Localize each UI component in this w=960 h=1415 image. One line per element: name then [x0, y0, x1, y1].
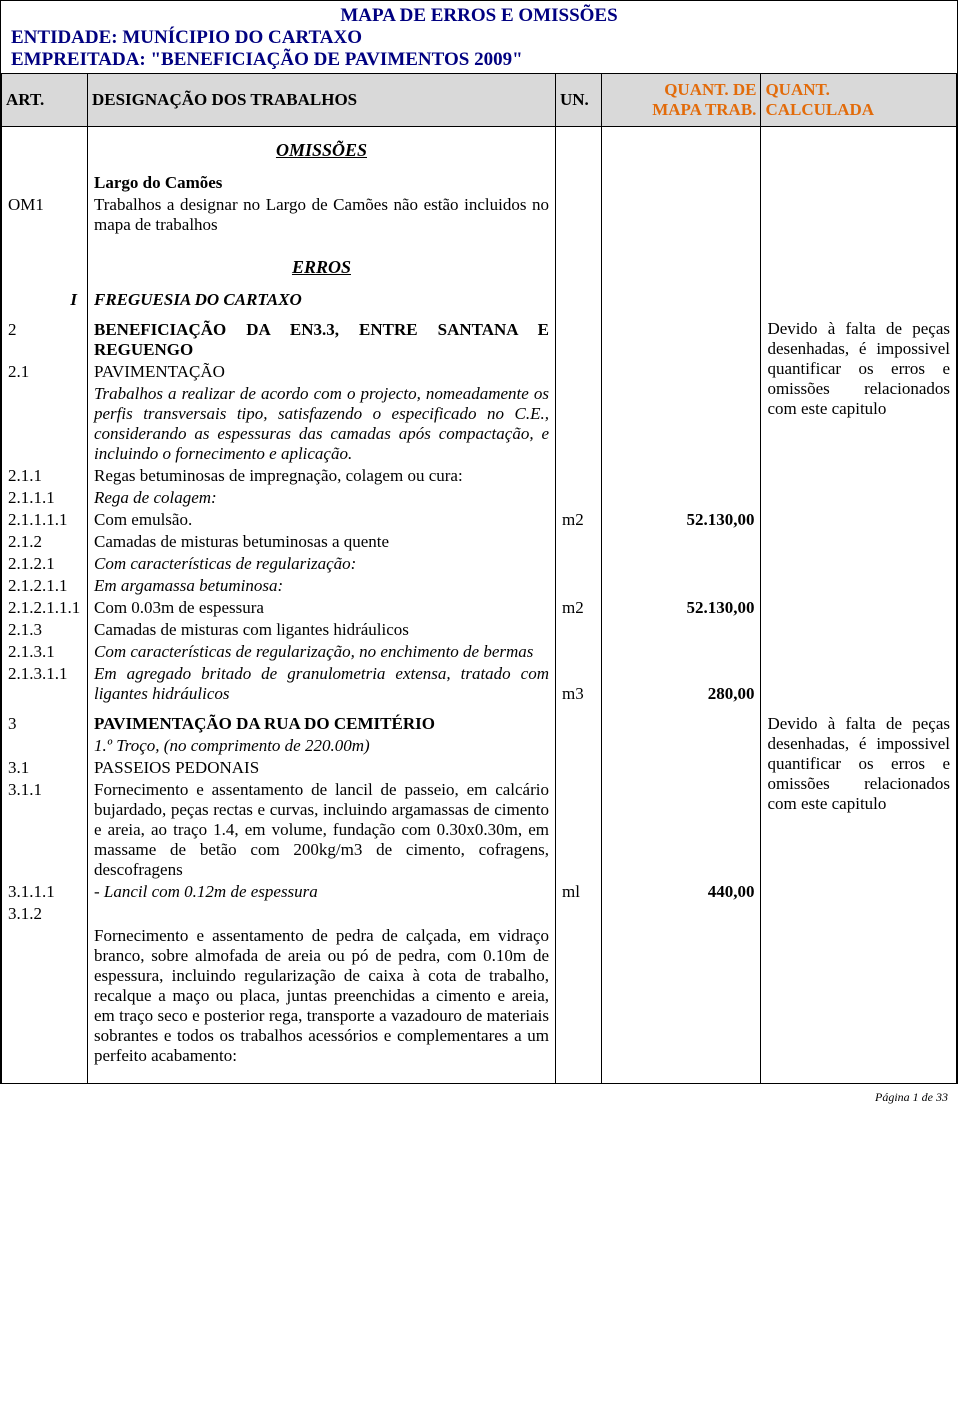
entity-line: ENTIDADE: MUNÍCIPIO DO CARTAXO [9, 27, 949, 49]
sec2-title-row: 2 BENEFICIAÇÃO DA EN3.3, ENTRE SANTANA E… [2, 319, 957, 361]
r311-art: 3.1.1 [2, 779, 88, 881]
om1-art: OM1 [2, 194, 88, 236]
r212111-row: 2.1.2.1.1.1 Com 0.03m de espessura m2 52… [2, 597, 957, 619]
r212-text: Camadas de misturas betuminosas a quente [87, 531, 555, 553]
r2111-art: 2.1.1.1 [2, 487, 88, 509]
main-table: ART. DESIGNAÇÃO DOS TRABALHOS UN. QUANT.… [1, 73, 957, 1083]
r212111-q: 52.130,00 [601, 597, 761, 619]
r211-text: Regas betuminosas de impregnação, colage… [87, 465, 555, 487]
sec2-art: 2 [2, 319, 88, 361]
r21311-q: 280,00 [601, 663, 761, 705]
sec3-sub: 1.º Troço, (no comprimento de 220.00m) [87, 735, 555, 757]
r212111-un: m2 [556, 597, 602, 619]
r2121-text: Com características de regularização: [87, 553, 555, 575]
omissoes-section: OMISSÕES [2, 127, 957, 165]
om1-title-row: Largo do Camões [2, 172, 957, 194]
r3111-art: 3.1.1.1 [2, 881, 88, 903]
r212-art: 2.1.2 [2, 531, 88, 553]
page-container: MAPA DE ERROS E OMISSÕES ENTIDADE: MUNÍC… [0, 0, 958, 1084]
sec2-note: Devido à falta de peças desenhadas, é im… [761, 319, 957, 553]
r21211-art: 2.1.2.1.1 [2, 575, 88, 597]
om1-title: Largo do Camões [87, 172, 555, 194]
freguesia-row: I FREGUESIA DO CARTAXO [2, 289, 957, 311]
header-row: ART. DESIGNAÇÃO DOS TRABALHOS UN. QUANT.… [2, 74, 957, 127]
r31-text: PASSEIOS PEDONAIS [87, 757, 555, 779]
r211-art: 2.1.1 [2, 465, 88, 487]
sec3-art: 3 [2, 713, 88, 735]
r311-text: Fornecimento e assentamento de lancil de… [87, 779, 555, 881]
job-line: EMPREITADA: "BENEFICIAÇÃO DE PAVIMENTOS … [9, 49, 949, 71]
r3111-q: 440,00 [601, 881, 761, 903]
sec3-title-row: 3 PAVIMENTAÇÃO DA RUA DO CEMITÉRIO Devid… [2, 713, 957, 735]
r21311-text: Em agregado britado de granulometria ext… [87, 663, 555, 705]
sec3-note: Devido à falta de peças desenhadas, é im… [761, 713, 957, 1067]
om1-text: Trabalhos a designar no Largo de Camões … [87, 194, 555, 236]
sec2-desc: Trabalhos a realizar de acordo com o pro… [87, 383, 555, 465]
th-q1-l1: QUANT. DE [664, 80, 756, 99]
r21111-art: 2.1.1.1.1 [2, 509, 88, 531]
freguesia-art: I [2, 289, 88, 311]
r3111-un: ml [556, 881, 602, 903]
r21111-q: 52.130,00 [601, 509, 761, 531]
r21211-text: Em argamassa betuminosa: [87, 575, 555, 597]
r312-art: 3.1.2 [2, 903, 88, 925]
r212111-text: Com 0.03m de espessura [87, 597, 555, 619]
freguesia-title: FREGUESIA DO CARTAXO [87, 289, 555, 311]
r2131-art: 2.1.3.1 [2, 641, 88, 663]
th-des: DESIGNAÇÃO DOS TRABALHOS [87, 74, 555, 127]
th-art: ART. [2, 74, 88, 127]
r21111-text: Com emulsão. [87, 509, 555, 531]
th-q2: QUANT. CALCULADA [761, 74, 957, 127]
r2131-row: 2.1.3.1 Com características de regulariz… [2, 641, 957, 663]
om1-text-row: OM1 Trabalhos a designar no Largo de Cam… [2, 194, 957, 236]
page-footer: Página 1 de 33 [0, 1084, 960, 1107]
r21311-un: m3 [556, 663, 602, 705]
r21311-row: 2.1.3.1.1 Em agregado britado de granulo… [2, 663, 957, 705]
main-title: MAPA DE ERROS E OMISSÕES [9, 5, 949, 27]
r21-art: 2.1 [2, 361, 88, 383]
th-q1-l2: MAPA TRAB. [652, 100, 756, 119]
r213-art: 2.1.3 [2, 619, 88, 641]
r213-row: 2.1.3 Camadas de misturas com ligantes h… [2, 619, 957, 641]
r2111-text: Rega de colagem: [87, 487, 555, 509]
r3111-text: - Lancil com 0.12m de espessura [87, 881, 555, 903]
r21111-un: m2 [556, 509, 602, 531]
r2131-text: Com características de regularização, no… [87, 641, 555, 663]
r213-text: Camadas de misturas com ligantes hidrául… [87, 619, 555, 641]
r21-text: PAVIMENTAÇÃO [87, 361, 555, 383]
erros-title: ERROS [94, 245, 549, 280]
sec3-title: PAVIMENTAÇÃO DA RUA DO CEMITÉRIO [87, 713, 555, 735]
r312-text: Fornecimento e assentamento de pedra de … [87, 925, 555, 1067]
r21311-art: 2.1.3.1.1 [2, 663, 88, 705]
r212111-art: 2.1.2.1.1.1 [2, 597, 88, 619]
r21211-row: 2.1.2.1.1 Em argamassa betuminosa: [2, 575, 957, 597]
r2121-row: 2.1.2.1 Com características de regulariz… [2, 553, 957, 575]
th-q2-l2: CALCULADA [765, 100, 874, 119]
erros-section: ERROS [2, 244, 957, 281]
th-q2-l1: QUANT. [765, 80, 829, 99]
omissoes-title: OMISSÕES [94, 128, 549, 163]
r2121-art: 2.1.2.1 [2, 553, 88, 575]
th-un: UN. [556, 74, 602, 127]
title-block: MAPA DE ERROS E OMISSÕES ENTIDADE: MUNÍC… [1, 1, 957, 73]
sec2-title: BENEFICIAÇÃO DA EN3.3, ENTRE SANTANA E R… [87, 319, 555, 361]
r31-art: 3.1 [2, 757, 88, 779]
th-q1: QUANT. DE MAPA TRAB. [601, 74, 761, 127]
